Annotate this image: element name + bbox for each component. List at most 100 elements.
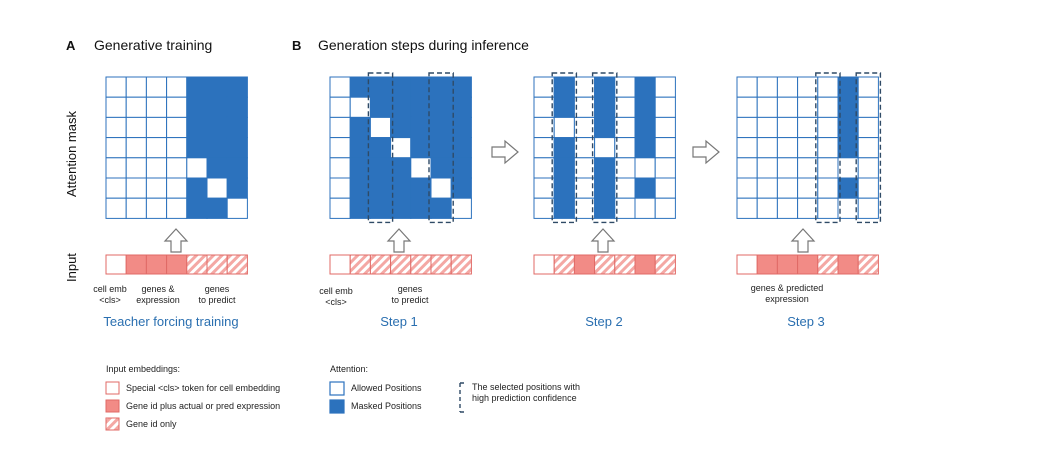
input-row-teacher <box>105 254 248 275</box>
masked-cell <box>837 76 859 98</box>
allowed-cell <box>226 197 248 219</box>
masked-cell <box>450 157 472 179</box>
input-label: Input <box>64 253 79 282</box>
masked-cell <box>430 157 452 179</box>
legend-masked-text: Masked Positions <box>351 401 422 411</box>
masked-cell <box>186 96 208 118</box>
allowed-cell <box>145 197 168 219</box>
allowed-cell <box>736 197 758 219</box>
masked-cell <box>349 157 371 179</box>
allowed-cell <box>654 177 676 199</box>
masked-cell <box>594 157 616 179</box>
masked-cell <box>186 197 208 219</box>
masked-cell <box>390 157 412 179</box>
allowed-cell <box>410 157 432 179</box>
allowed-cell <box>654 96 676 118</box>
input-cls-cell <box>736 254 758 275</box>
masked-cell <box>410 197 432 219</box>
masked-cell <box>369 197 392 219</box>
allowed-cell <box>369 116 392 139</box>
input-cls-cell <box>533 254 555 275</box>
allowed-cell <box>736 116 758 139</box>
allowed-cell <box>573 157 596 179</box>
step1-genes-pred-label-1: genes <box>398 284 423 294</box>
legend-expression-swatch <box>105 399 120 413</box>
masked-cell <box>594 116 616 139</box>
allowed-cell <box>776 76 799 98</box>
allowed-cell <box>654 197 676 219</box>
allowed-cell <box>776 116 799 139</box>
panel-b-title: Generation steps during inference <box>318 37 529 53</box>
allowed-cell <box>857 157 879 179</box>
input-expression-cell <box>125 254 147 275</box>
masked-cell <box>450 76 472 98</box>
masked-cell <box>837 177 859 199</box>
allowed-cell <box>756 137 778 159</box>
masked-cell <box>369 137 392 159</box>
up-arrow-teacher <box>163 228 189 253</box>
teacher-genes-expr-label-2: expression <box>136 295 180 305</box>
allowed-cell <box>817 116 839 139</box>
allowed-cell <box>573 197 596 219</box>
masked-cell <box>226 116 248 139</box>
legend-selected-swatch <box>459 382 466 413</box>
allowed-cell <box>817 137 839 159</box>
masked-cell <box>226 137 248 159</box>
allowed-cell <box>837 157 859 179</box>
allowed-cell <box>614 116 636 139</box>
attention-grid-step3 <box>736 76 879 219</box>
legend-gene-id-text: Gene id only <box>126 419 177 429</box>
step1-genes-pred-label-2: to predict <box>391 295 429 305</box>
allowed-cell <box>329 76 351 98</box>
legend-selected-text-1: The selected positions with <box>472 382 580 392</box>
allowed-cell <box>776 137 799 159</box>
attention-grid-teacher <box>105 76 248 219</box>
allowed-cell <box>533 197 555 219</box>
allowed-cell <box>105 137 127 159</box>
input-gene-id-cell <box>206 254 228 275</box>
masked-cell <box>226 76 248 98</box>
input-gene-id-cell <box>349 254 371 275</box>
allowed-cell <box>533 96 555 118</box>
allowed-cell <box>329 116 351 139</box>
teacher-genes-expr-label-1: genes & <box>141 284 174 294</box>
allowed-cell <box>736 76 758 98</box>
selected-column-highlight <box>428 72 454 224</box>
masked-cell <box>837 116 859 139</box>
step1-label: Step 1 <box>380 314 418 329</box>
allowed-cell <box>857 116 879 139</box>
masked-cell <box>369 76 392 98</box>
allowed-cell <box>573 116 596 139</box>
allowed-cell <box>145 137 168 159</box>
masked-cell <box>206 96 228 118</box>
allowed-cell <box>166 177 188 199</box>
allowed-cell <box>166 197 188 219</box>
masked-cell <box>349 197 371 219</box>
masked-cell <box>450 116 472 139</box>
up-arrow-step2 <box>590 228 616 253</box>
input-gene-id-cell <box>410 254 432 275</box>
allowed-cell <box>349 96 371 118</box>
attention-grid-step2 <box>533 76 676 219</box>
masked-cell <box>634 116 656 139</box>
attention-mask-label: Attention mask <box>64 111 79 197</box>
right-arrow-step1-to-step2 <box>491 139 519 165</box>
masked-cell <box>594 76 616 98</box>
masked-cell <box>450 177 472 199</box>
allowed-cell <box>654 157 676 179</box>
masked-cell <box>369 96 392 118</box>
masked-cell <box>430 96 452 118</box>
input-expression-cell <box>776 254 799 275</box>
input-gene-id-cell <box>857 254 879 275</box>
masked-cell <box>430 137 452 159</box>
input-expression-cell <box>573 254 596 275</box>
masked-cell <box>186 76 208 98</box>
allowed-cell <box>797 197 819 219</box>
allowed-cell <box>145 96 168 118</box>
allowed-cell <box>329 137 351 159</box>
allowed-cell <box>797 116 819 139</box>
legend-gene-id-swatch <box>105 417 120 431</box>
allowed-cell <box>736 96 758 118</box>
legend-masked-swatch <box>329 399 345 414</box>
allowed-cell <box>857 177 879 199</box>
